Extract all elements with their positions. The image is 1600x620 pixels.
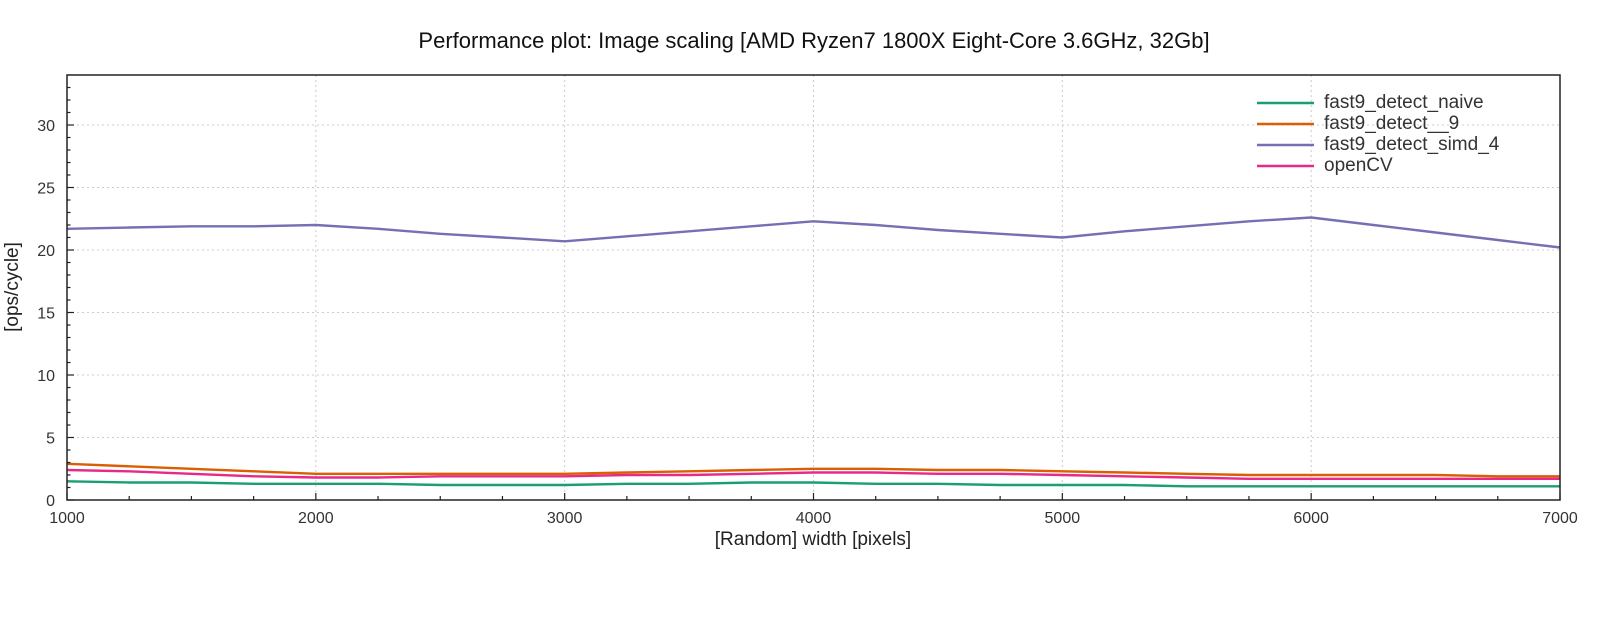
y-tick-label: 25 xyxy=(37,181,55,198)
y-tick-label: 0 xyxy=(46,493,55,510)
x-tick-label: 4000 xyxy=(796,510,832,527)
y-axis-label: [ops/cycle] xyxy=(2,242,23,332)
legend-entry: openCV xyxy=(1257,155,1393,176)
series-line-opencv xyxy=(66,468,1560,480)
x-tick-label: 7000 xyxy=(1542,510,1578,527)
grid-lines xyxy=(67,75,1560,500)
x-tick-label: 2000 xyxy=(298,510,334,527)
x-tick-label: 1000 xyxy=(49,510,85,527)
y-tick-label: 30 xyxy=(37,118,55,135)
legend-entry: fast9_detect_simd_4 xyxy=(1257,134,1500,155)
series-line-fast9-detect-simd-4 xyxy=(66,216,1561,249)
x-tick-label: 6000 xyxy=(1293,510,1329,527)
chart-title: Performance plot: Image scaling [AMD Ryz… xyxy=(418,28,1209,53)
series-lines xyxy=(66,216,1561,488)
x-tick-label: 3000 xyxy=(547,510,583,527)
axis-ticks: 1000 2000 3000 4000 5000 6000 7000 0 5 10 15 20 25 30 xyxy=(37,86,1578,527)
y-tick-label: 5 xyxy=(46,431,55,448)
legend-entry: fast9_detect_naive xyxy=(1257,92,1484,113)
y-tick-label: 15 xyxy=(37,306,55,323)
x-axis-label: [Random] width [pixels] xyxy=(715,529,911,550)
legend-entry: fast9_detect__9 xyxy=(1257,113,1459,134)
legend-label: fast9_detect_simd_4 xyxy=(1324,134,1500,155)
legend: fast9_detect_naivefast9_detect__9fast9_d… xyxy=(1257,92,1500,176)
series-line-fast9-detect-naive xyxy=(66,480,1560,488)
y-tick-label: 10 xyxy=(37,368,55,385)
legend-label: fast9_detect_naive xyxy=(1324,92,1484,113)
legend-label: openCV xyxy=(1324,155,1393,176)
x-tick-label: 5000 xyxy=(1045,510,1081,527)
y-tick-label: 20 xyxy=(37,243,55,260)
series-line-fast9-detect-9 xyxy=(66,462,1560,478)
legend-label: fast9_detect__9 xyxy=(1324,113,1459,134)
